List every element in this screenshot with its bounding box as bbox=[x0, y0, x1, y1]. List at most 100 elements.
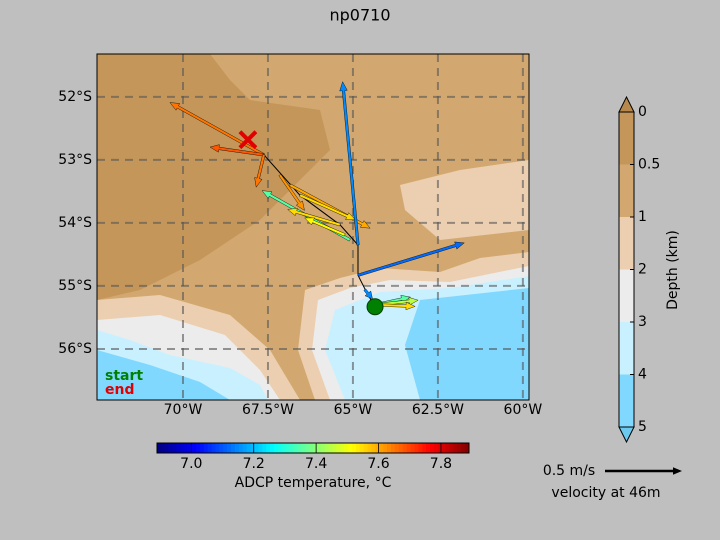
colorbar-cell bbox=[375, 443, 380, 453]
colorbar-cell bbox=[242, 443, 248, 453]
colorbar-cell bbox=[246, 443, 252, 453]
colorbar-cell bbox=[344, 443, 349, 453]
colorbar-frame bbox=[156, 442, 470, 454]
colorbar-cell bbox=[215, 443, 220, 453]
colorbar-cell bbox=[433, 443, 439, 453]
colorbar-cell bbox=[285, 443, 291, 453]
colorbar-cell bbox=[461, 443, 466, 453]
colorbar-cell bbox=[207, 443, 213, 453]
velocity-arrow bbox=[363, 288, 373, 300]
colorbar-cell bbox=[281, 443, 287, 453]
colorbar-cell bbox=[258, 443, 263, 453]
colorbar-cell bbox=[274, 443, 279, 453]
depth-colorbar-label: Depth (km) bbox=[665, 230, 681, 310]
slope bbox=[400, 160, 529, 240]
colorbar-tick-label: 7.8 bbox=[430, 456, 452, 472]
colorbar-tick-label: 7.4 bbox=[305, 456, 327, 472]
end-marker bbox=[238, 130, 258, 150]
colorbar-cell bbox=[437, 443, 443, 453]
colorbar-cell bbox=[164, 443, 170, 453]
colorbar-cell bbox=[430, 443, 435, 453]
colorbar-tick-label: 7.6 bbox=[367, 456, 389, 472]
map-frame bbox=[96, 53, 530, 401]
colorbar-cell bbox=[160, 443, 166, 453]
velocity-arrow bbox=[209, 144, 265, 157]
start-marker bbox=[366, 298, 384, 316]
colorbar-cell bbox=[289, 443, 294, 453]
colorbar-cell bbox=[192, 443, 197, 453]
colorbar-cell bbox=[324, 443, 330, 453]
legend-label: end bbox=[105, 382, 134, 398]
colorbar-cell bbox=[235, 443, 240, 453]
depth-band bbox=[619, 269, 634, 323]
x-tick-label: 62.5°W bbox=[412, 402, 464, 418]
colorbar-cell bbox=[414, 443, 419, 453]
colorbar-cell bbox=[293, 443, 298, 453]
colorbar-tick-label: 4 bbox=[638, 367, 647, 383]
depth-band bbox=[619, 164, 634, 218]
colorbar-cell bbox=[266, 443, 271, 453]
y-tick-label: 52°S bbox=[58, 89, 92, 105]
colorbar-cell bbox=[465, 443, 470, 453]
velocity-key-arrow bbox=[605, 467, 682, 475]
colorbar-tick-label: 7.0 bbox=[180, 456, 202, 472]
colorbar-cell bbox=[305, 443, 310, 453]
colorbar-cell bbox=[379, 443, 384, 453]
colorbar-cell bbox=[313, 443, 318, 453]
colorbar-cell bbox=[184, 443, 189, 453]
colorbar-cell bbox=[332, 443, 337, 453]
colorbar-cell bbox=[398, 443, 404, 453]
depth-band bbox=[619, 374, 634, 428]
colorbar-cell bbox=[168, 443, 174, 453]
colorbar-cell bbox=[394, 443, 400, 453]
colorbar-cell bbox=[270, 443, 275, 453]
x-tick-label: 65°W bbox=[334, 402, 373, 418]
depth-band bbox=[619, 322, 634, 375]
colorbar-tick-label: 7.2 bbox=[243, 456, 265, 472]
x-tick-label: 67.5°W bbox=[242, 402, 294, 418]
colorbar-cell bbox=[441, 443, 447, 453]
colorbar-cell bbox=[172, 443, 177, 453]
legend-label: start bbox=[105, 368, 143, 384]
colorbar-cell bbox=[297, 443, 302, 453]
y-tick-label: 56°S bbox=[58, 341, 92, 357]
end-marker-stroke bbox=[238, 130, 258, 150]
colorbar-cell bbox=[238, 443, 244, 453]
colorbar-cell bbox=[406, 443, 411, 453]
land bbox=[97, 54, 330, 300]
colorbar-cell bbox=[418, 443, 423, 453]
colorbar-cell bbox=[196, 443, 201, 453]
abyss bbox=[405, 288, 529, 400]
x-tick-label: 60°W bbox=[504, 402, 543, 418]
velocity-arrow bbox=[304, 217, 346, 237]
y-tick-label: 55°S bbox=[58, 278, 92, 294]
colorbar-cell bbox=[328, 443, 333, 453]
colorbar-cell bbox=[445, 443, 450, 453]
chart-title: np0710 bbox=[329, 6, 390, 25]
terrain bbox=[97, 54, 529, 400]
colorbar-cell bbox=[227, 443, 232, 453]
colorbar-tick-label: 3 bbox=[638, 314, 647, 330]
colorbar-cell bbox=[391, 443, 396, 453]
colorbar-cell bbox=[309, 443, 314, 453]
colorbar-cell bbox=[219, 443, 224, 453]
colorbar-tick-label: 2 bbox=[638, 262, 647, 278]
colorbar-cell bbox=[355, 443, 361, 453]
colorbar-cell bbox=[410, 443, 415, 453]
colorbar-cell bbox=[348, 443, 353, 453]
colorbar-cell bbox=[383, 443, 388, 453]
colorbar-cell bbox=[426, 443, 431, 453]
colorbar-cell bbox=[457, 443, 462, 453]
colorbar-cell bbox=[262, 443, 267, 453]
colorbar-cell bbox=[320, 443, 326, 453]
velocity-arrow bbox=[287, 208, 341, 227]
colorbar-cell bbox=[176, 443, 181, 453]
colorbar-cell bbox=[211, 443, 216, 453]
velocity-arrow bbox=[339, 81, 360, 246]
colorbar-cell bbox=[371, 443, 376, 453]
colorbar-tick-label: 1 bbox=[638, 209, 647, 225]
colorbar-cell bbox=[367, 443, 372, 453]
y-tick-label: 53°S bbox=[58, 152, 92, 168]
